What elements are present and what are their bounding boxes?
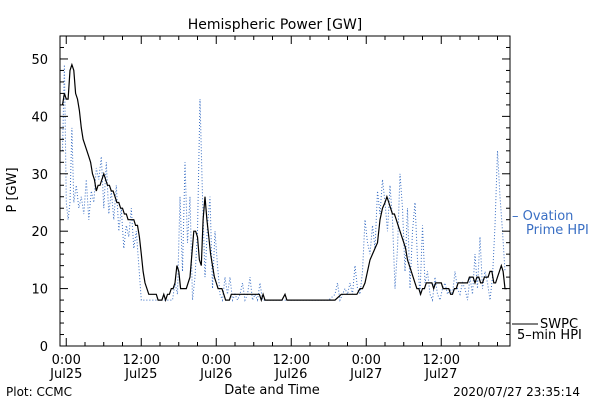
series-layer <box>61 62 507 303</box>
y-tick-label: 20 <box>31 225 48 240</box>
y-tick-label: 30 <box>31 168 48 183</box>
chart-title: Hemispheric Power [GW] <box>188 17 363 33</box>
legend-ovation-line1: – Ovation <box>512 209 573 224</box>
y-axis-label: P [GW] <box>5 167 20 212</box>
legend-ovation-line2: Prime HPI <box>526 223 589 238</box>
y-tick-label: 0 <box>40 340 48 355</box>
x-tick-date-label: Jul27 <box>424 367 457 382</box>
legend-swpc-line2: 5–min HPI <box>517 328 582 343</box>
footer-plot-credit: Plot: CCMC <box>6 385 72 399</box>
series-ovation-prime-line <box>62 64 506 303</box>
legend-ovation-prime: – Ovation Prime HPI <box>512 209 589 238</box>
x-tick-date-label: Jul25 <box>124 367 157 382</box>
footer-timestamp: 2020/07/27 23:35:14 <box>453 385 580 399</box>
plot-area-border <box>59 35 511 347</box>
x-tick-time-label: 12:00 <box>423 353 460 368</box>
y-tick-label: 40 <box>31 110 48 125</box>
x-tick-date-label: Jul26 <box>199 367 232 382</box>
x-tick-date-label: Jul27 <box>349 367 382 382</box>
x-tick-date-label: Jul26 <box>274 367 307 382</box>
plot-frame <box>59 35 511 347</box>
x-tick-time-label: 0:00 <box>352 353 381 368</box>
x-tick-time-label: 0:00 <box>202 353 231 368</box>
series-swpc-line <box>61 62 507 303</box>
legend-swpc-line1: SWPC <box>540 317 578 332</box>
x-tick-time-label: 12:00 <box>273 353 310 368</box>
axes-layer: 010203040500:00Jul2512:00Jul250:00Jul261… <box>31 36 510 382</box>
x-axis-label: Date and Time <box>224 383 320 398</box>
legend-swpc: SWPC 5–min HPI <box>512 317 582 343</box>
x-tick-date-label: Jul25 <box>49 367 82 382</box>
x-tick-time-label: 0:00 <box>52 353 81 368</box>
x-tick-time-label: 12:00 <box>123 353 160 368</box>
y-tick-label: 10 <box>31 283 48 298</box>
y-tick-label: 50 <box>31 53 48 68</box>
